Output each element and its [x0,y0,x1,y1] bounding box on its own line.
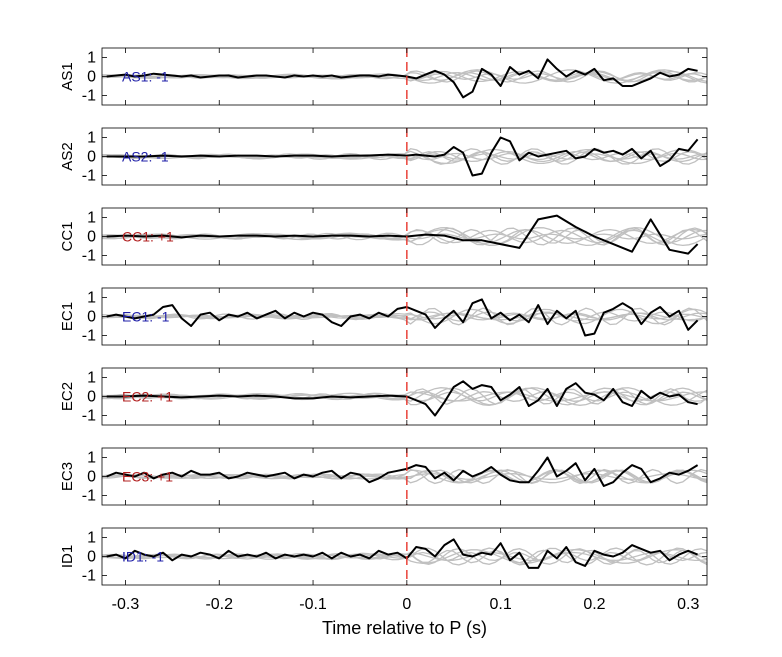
y-tick-label: -1 [82,488,96,505]
panel-ec2: 1 0 -1 EC2 EC2: +1 [59,367,708,426]
panel-cc1: 1 0 -1 CC1 CC1: +1 [59,207,708,266]
template-trace [101,147,708,165]
template-trace [101,226,708,247]
y-axis-label: EC2 [59,382,76,411]
data-trace [106,298,699,337]
x-tick-label: -0.2 [205,596,233,613]
station-annotation: ID1: -1 [122,549,164,565]
y-axis-label: EC1 [59,302,76,331]
station-annotation: EC2: +1 [122,389,173,405]
y-tick-label: 1 [87,370,96,387]
template-trace [101,470,708,483]
template-trace [101,549,708,564]
station-annotation: AS2: -1 [122,149,169,165]
y-tick-label: 0 [87,309,96,326]
y-tick-label: 1 [87,450,96,467]
y-tick-label: 0 [87,69,96,86]
y-tick-label: 1 [87,130,96,147]
x-tick-label: 0.1 [490,596,512,613]
station-annotation: EC1: -1 [122,309,170,325]
template-trace [101,547,708,566]
station-annotation: EC3: +1 [122,469,173,485]
data-trace [106,136,699,177]
y-tick-label: -1 [82,168,96,185]
template-trace [101,468,708,485]
template-trace [101,307,708,326]
x-axis-label: Time relative to P (s) [322,618,487,638]
panel-ec1: 1 0 -1 EC1 EC1: -1 [59,287,708,346]
panel-as2: 1 0 -1 AS2 AS2: -1 [59,127,708,186]
y-tick-label: 0 [87,389,96,406]
panel-ec3: 1 0 -1 EC3 EC3: +1 [59,447,708,506]
y-axis-label: AS1 [59,62,76,90]
y-axis-label: ID1 [59,545,76,568]
y-tick-label: 0 [87,149,96,166]
y-tick-label: -1 [82,568,96,585]
station-annotation: CC1: +1 [122,229,174,245]
data-trace [106,456,699,487]
y-tick-label: 1 [87,290,96,307]
x-tick-label: -0.1 [299,596,327,613]
y-tick-label: -1 [82,328,96,345]
x-tick-label: 0.2 [583,596,605,613]
x-tick-label: 0.3 [677,596,699,613]
y-tick-label: 1 [87,50,96,67]
y-tick-label: 0 [87,549,96,566]
y-axis-label: EC3 [59,462,76,491]
x-tick-label: 0 [402,596,411,613]
station-annotation: AS1: -1 [122,69,169,85]
y-tick-label: 0 [87,469,96,486]
y-tick-label: 0 [87,229,96,246]
y-tick-label: 1 [87,530,96,547]
data-trace [106,58,698,99]
y-axis-label: CC1 [59,221,76,251]
data-trace [106,380,698,417]
template-trace [101,313,708,320]
template-trace [101,312,708,321]
panel-id1: 1 0 -1 ID1 ID1: -1 [59,527,708,586]
y-tick-label: 1 [87,210,96,227]
panel-as1: 1 0 -1 AS1 AS1: -1 [59,47,708,106]
y-tick-label: -1 [82,408,96,425]
y-tick-label: -1 [82,248,96,265]
y-tick-label: -1 [82,88,96,105]
data-trace [106,538,698,569]
x-tick-label: -0.3 [112,596,140,613]
template-trace [101,308,708,325]
template-trace [101,70,708,83]
y-axis-label: AS2 [59,142,76,170]
